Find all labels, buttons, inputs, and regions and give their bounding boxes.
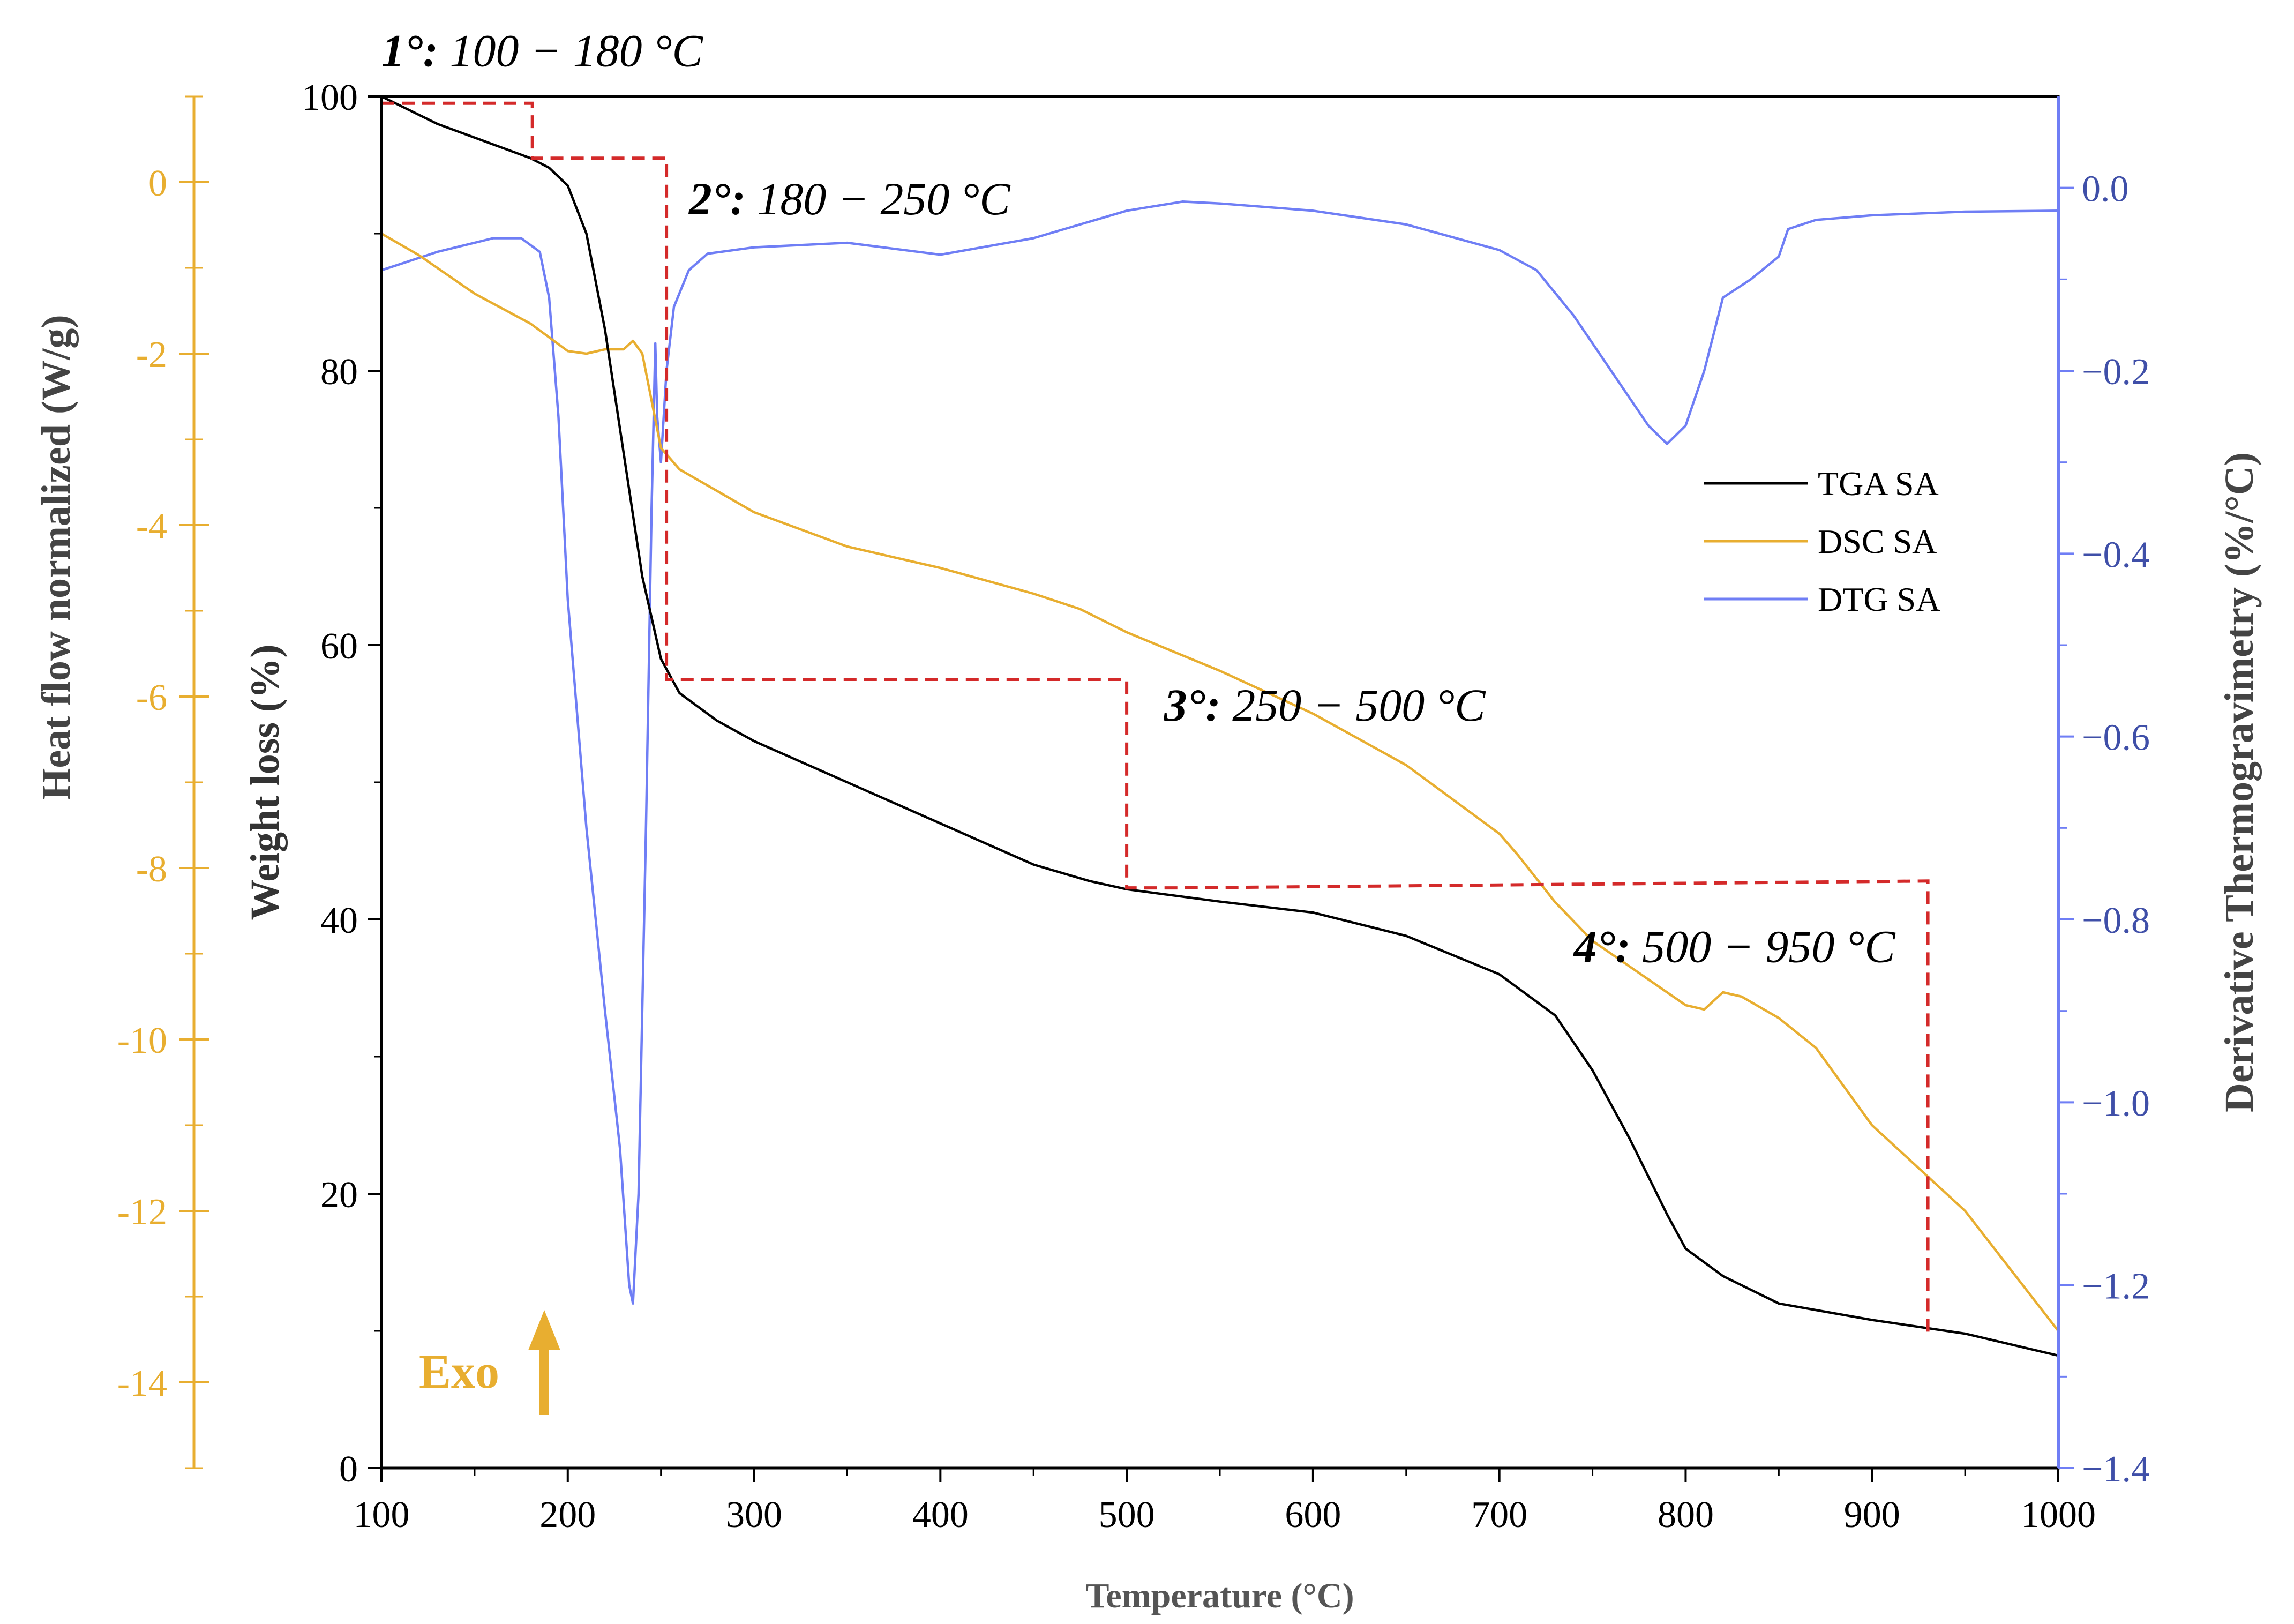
stage-boundary-line [381, 101, 1930, 1334]
heatflow-tick-label: -6 [136, 677, 167, 719]
stage-boundaries [381, 101, 1930, 1334]
x-tick-label: 1000 [2021, 1494, 2096, 1536]
heatflow-tick-label: -2 [136, 334, 167, 376]
heatflow-tick-label: -14 [117, 1363, 167, 1404]
legend-label: DSC SA [1818, 522, 1937, 560]
data-curves [380, 95, 2059, 1357]
axes: 100 200 300 400 500 600 700 800 900 1000020406080… [117, 77, 2150, 1536]
dtg-tick-label: −0.8 [2082, 900, 2150, 941]
stage-number: 3°: [1164, 679, 1221, 731]
stage-number: 4°: [1573, 920, 1631, 972]
heatflow-tick-label: -4 [136, 506, 167, 547]
x-tick-label: 200 [539, 1494, 596, 1536]
labels: Temperature (°C) Weight loss (%) Heat flow… [34, 25, 2262, 1615]
heatflow-tick-label: -12 [117, 1192, 167, 1233]
legend-label: TGA SA [1818, 465, 1939, 503]
weight-tick-label: 40 [320, 900, 358, 941]
heatflow-axis-title: Heat flow normalized (W/g) [34, 315, 79, 799]
x-axis-title: Temperature (°C) [1085, 1576, 1354, 1615]
stage-range: 100 − 180 °C [438, 25, 703, 77]
stage-range: 500 − 950 °C [1631, 920, 1896, 972]
weight-axis-title: Weight loss (%) [243, 644, 288, 920]
x-tick-label: 300 [726, 1494, 782, 1536]
dtg-tick-label: −0.2 [2082, 351, 2150, 393]
legend-label: DTG SA [1818, 580, 1940, 618]
stage-range: 180 − 250 °C [746, 173, 1011, 224]
stage-range: 250 − 500 °C [1221, 679, 1486, 731]
stage-label-1: 1°: 100 − 180 °C [381, 25, 703, 77]
weight-tick-label: 20 [320, 1174, 358, 1216]
dsc-sa-curve [380, 233, 2059, 1332]
weight-tick-label: 80 [320, 351, 358, 393]
dtg-tick-label: −0.6 [2082, 717, 2150, 759]
x-tick-label: 400 [912, 1494, 969, 1536]
stage-label-2: 2°: 180 − 250 °C [688, 173, 1011, 224]
x-tick-label: 900 [1844, 1494, 1900, 1536]
heatflow-tick-label: -10 [117, 1020, 167, 1061]
weight-tick-label: 0 [339, 1449, 358, 1490]
dtg-tick-label: 0.0 [2082, 169, 2129, 210]
x-tick-label: 600 [1285, 1494, 1341, 1536]
exo-arrow-head [528, 1310, 560, 1350]
x-tick-label: 700 [1471, 1494, 1527, 1536]
weight-tick-label: 60 [320, 626, 358, 667]
x-tick-label: 800 [1658, 1494, 1714, 1536]
legend: TGA SA DSC SA DTG SA [1704, 465, 1940, 618]
stage-label-4: 4°: 500 − 950 °C [1573, 920, 1896, 972]
dtg-tick-label: −1.4 [2082, 1449, 2150, 1490]
dtg-tick-label: −1.2 [2082, 1266, 2150, 1307]
dtg-tick-label: −0.4 [2082, 534, 2150, 575]
stage-number: 1°: [381, 25, 438, 77]
heatflow-tick-label: 0 [148, 163, 167, 204]
stage-label-3: 3°: 250 − 500 °C [1164, 679, 1486, 731]
stage-number: 2°: [688, 173, 746, 224]
x-tick-label: 500 [1099, 1494, 1155, 1536]
tga-sa-curve [381, 95, 2059, 1357]
weight-tick-label: 100 [302, 77, 358, 118]
dtg-axis-title: Derivative Thermogravimetry (%/°C) [2217, 452, 2262, 1112]
heatflow-tick-label: -8 [136, 849, 167, 890]
exo-label: Exo [419, 1345, 499, 1398]
dtg-sa-curve [381, 200, 2059, 1305]
dtg-tick-label: −1.0 [2082, 1083, 2150, 1124]
x-tick-label: 100 [354, 1494, 410, 1536]
